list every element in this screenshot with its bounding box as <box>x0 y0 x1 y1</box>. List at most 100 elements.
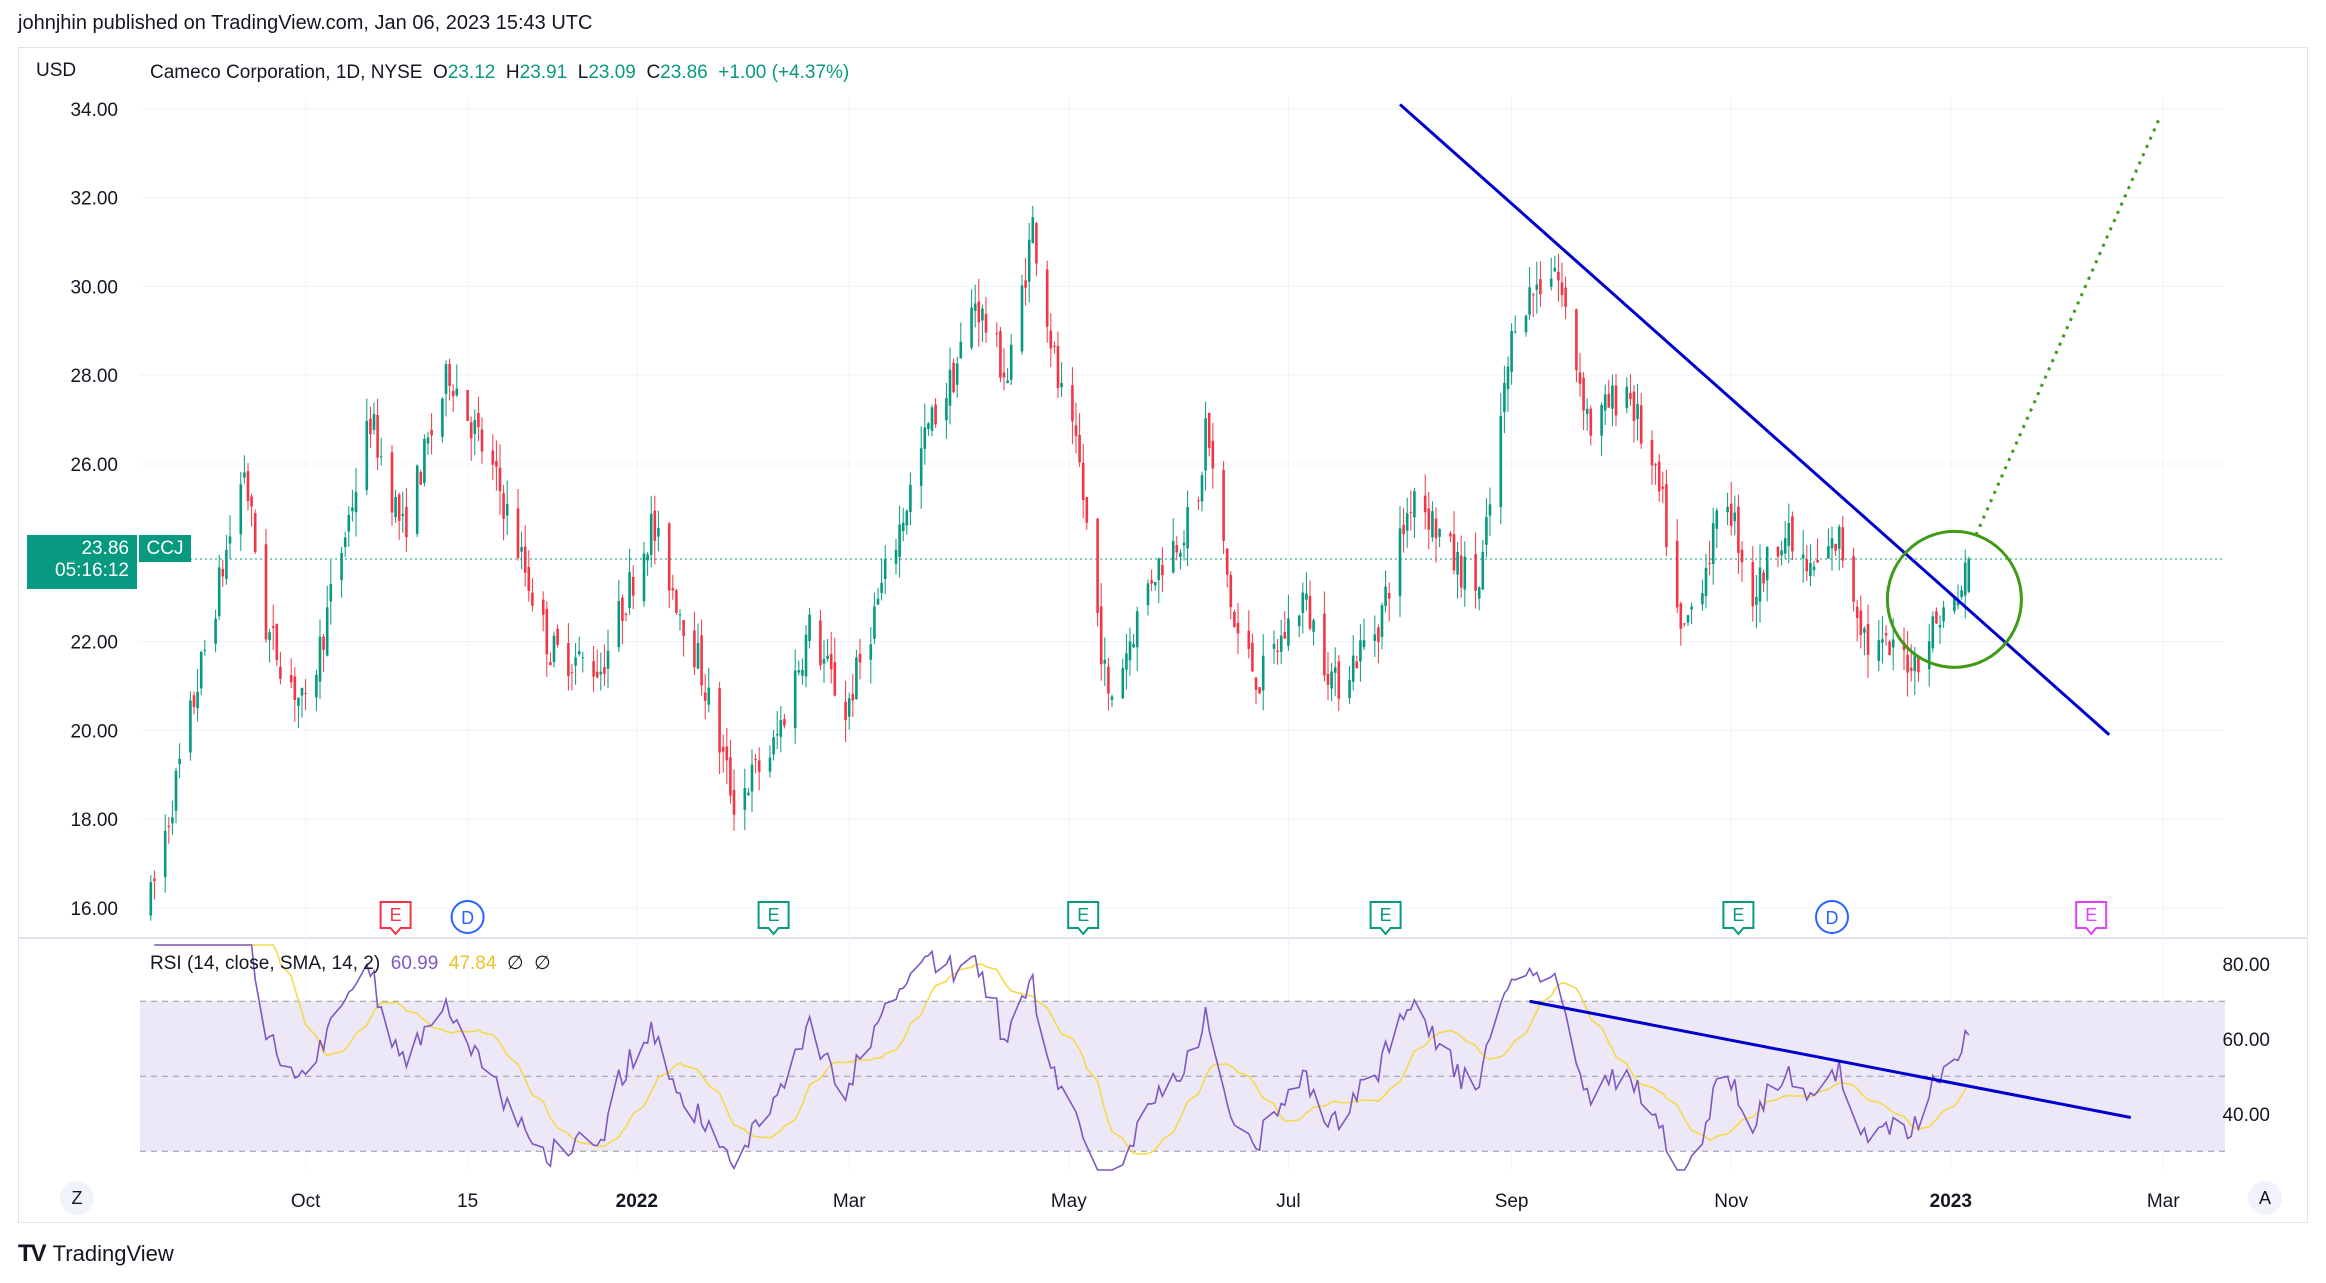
candle-body <box>624 613 628 615</box>
candle-body <box>448 363 451 386</box>
candle-body <box>1222 469 1225 541</box>
auto-scale-button[interactable]: A <box>2248 1181 2282 1215</box>
earnings-icon <box>379 901 412 936</box>
candle-body <box>1503 382 1506 413</box>
candle-body <box>495 461 498 467</box>
candle-body <box>167 826 171 828</box>
candle-body <box>444 364 448 394</box>
rsi-resistance-trendline <box>1529 999 2132 1119</box>
breakout-circle <box>1885 529 2023 669</box>
candle-body <box>1765 546 1769 581</box>
candle-body <box>1197 500 1200 502</box>
earnings-marker: E <box>2075 901 2108 936</box>
rsi-tick-label: 40.00 <box>2222 1105 2270 1126</box>
candle-body <box>1917 657 1920 673</box>
candle-body <box>1355 661 1359 668</box>
high-label: H <box>505 62 520 83</box>
earnings-icon <box>1067 901 1100 936</box>
symbol-tag: CCJ <box>139 535 191 562</box>
time-tick-label: Mar <box>2147 1191 2180 1212</box>
candle-body <box>1024 280 1027 288</box>
candle-body <box>264 544 268 640</box>
candle-body <box>826 655 829 659</box>
candle-body <box>423 438 426 484</box>
candle-body <box>1611 385 1614 409</box>
candle-body <box>1380 605 1384 637</box>
candle-body <box>1942 607 1945 622</box>
earnings-marker: E <box>1722 901 1755 936</box>
candle-body <box>1423 495 1427 513</box>
rsi-legend[interactable]: RSI (14, close, SMA, 14, 2) 60.99 47.84 … <box>150 952 551 975</box>
event-marker-label: E <box>1077 905 1089 925</box>
candle-body <box>1888 641 1891 656</box>
candle-body <box>322 636 325 650</box>
candle-body <box>477 412 480 428</box>
candle-body <box>945 398 948 421</box>
candle-body <box>1931 616 1935 649</box>
earnings-icon <box>1369 901 1402 936</box>
candle-body <box>1272 643 1276 649</box>
candle-body <box>502 493 505 519</box>
candle-body <box>397 494 401 522</box>
candle-body <box>289 675 293 683</box>
candle-body <box>1312 620 1315 632</box>
candle-body <box>1434 518 1438 539</box>
candle-body <box>1200 475 1204 502</box>
candle-body <box>1323 613 1326 676</box>
candle-body <box>1884 633 1888 636</box>
symbol-legend[interactable]: Cameco Corporation, 1D, NYSE O23.12 H23.… <box>150 62 849 84</box>
candle-body <box>603 667 606 674</box>
candle-body <box>700 635 703 686</box>
event-marker-label: D <box>1826 908 1839 928</box>
brand-name: TradingView <box>52 1241 174 1266</box>
candle-body <box>1585 408 1589 415</box>
candle-body <box>1657 461 1661 492</box>
candle-body <box>1560 282 1564 296</box>
candle-body <box>401 513 405 517</box>
candle-body <box>570 672 574 674</box>
candle-body <box>1855 606 1859 618</box>
candle-body <box>621 597 624 622</box>
candle-body <box>829 653 833 670</box>
candle-body <box>1398 528 1402 597</box>
price-tick-label: 18.00 <box>70 810 118 831</box>
candle-body <box>999 331 1002 378</box>
candle-body <box>178 758 181 765</box>
dividend-icon <box>1815 900 1849 934</box>
candle-body <box>498 467 502 492</box>
candle-body <box>505 503 509 516</box>
candle-body <box>1733 512 1737 522</box>
candle-body <box>955 363 959 385</box>
candle-body <box>1326 673 1330 685</box>
dividend-marker: D <box>1815 900 1849 934</box>
tradingview-brand[interactable]: TV TradingView <box>18 1240 174 1268</box>
time-tick-label: Jul <box>1276 1191 1300 1212</box>
candle-body <box>268 632 271 641</box>
candle-body <box>894 549 898 564</box>
candle-body <box>1254 677 1258 690</box>
candle-body <box>1387 592 1391 599</box>
candle-body <box>743 788 747 810</box>
candle-body <box>667 523 671 591</box>
candle-body <box>1783 538 1787 554</box>
candle-body <box>707 687 711 705</box>
candle-body <box>1279 635 1283 652</box>
candle-body <box>783 718 786 726</box>
candle-body <box>225 549 228 579</box>
candle-body <box>1755 596 1758 605</box>
candle-body <box>297 697 300 707</box>
candle-body <box>1805 559 1809 572</box>
candle-body <box>1665 484 1668 548</box>
grid <box>18 95 2308 1170</box>
candle-body <box>1333 667 1337 673</box>
candle-body <box>221 568 225 577</box>
candle-body <box>1110 696 1114 700</box>
candle-body <box>1128 641 1132 661</box>
candle-body <box>1351 655 1355 682</box>
timezone-button[interactable]: Z <box>60 1181 94 1215</box>
candle-body <box>1402 524 1405 535</box>
candle-body <box>779 720 783 737</box>
candle-body <box>1636 404 1639 420</box>
symbol-line: Cameco Corporation, 1D, NYSE <box>150 62 423 83</box>
